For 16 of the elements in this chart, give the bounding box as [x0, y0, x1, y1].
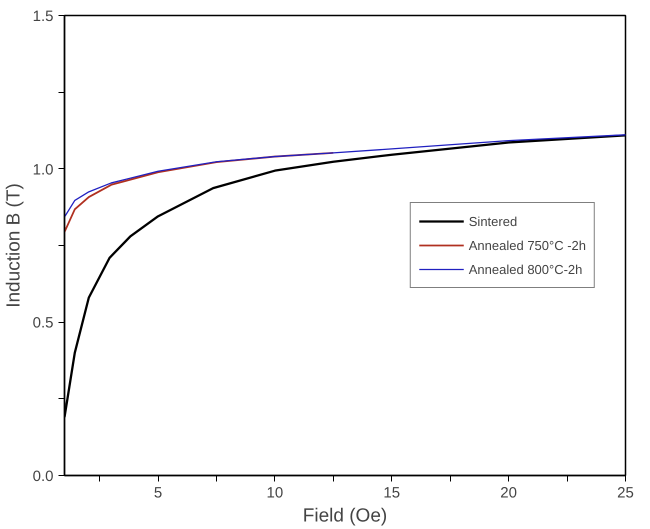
- line-series: [64, 152, 334, 233]
- y-axis-title: Induction B (T): [4, 183, 25, 308]
- text: 1.0: [32, 161, 54, 178]
- x-axis-title: Field (Oe): [302, 506, 388, 526]
- line-series: [64, 134, 626, 218]
- y-tick-label: 1.5: [32, 8, 54, 25]
- legend-label: Annealed 800°C-2h: [468, 262, 582, 276]
- legend-label: Sintered: [468, 214, 518, 228]
- x-tick-label: 25: [617, 484, 634, 502]
- y-tick-label: 0.5: [32, 314, 54, 332]
- legend-label: Annealed 750°C -2h: [468, 238, 586, 252]
- x-tick-label: 10: [266, 484, 284, 502]
- x-tick-label: 5: [154, 484, 162, 502]
- x-tick-label: 15: [383, 484, 400, 502]
- text: 0.0: [32, 468, 54, 485]
- x-tick-label: 20: [500, 484, 517, 502]
